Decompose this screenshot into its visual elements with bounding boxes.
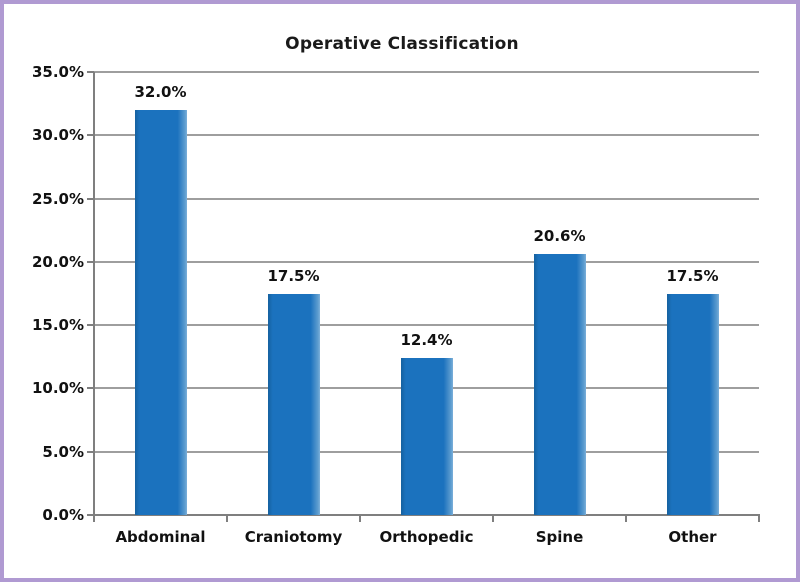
x-axis-tick [625, 515, 627, 522]
y-axis-label: 10.0% [31, 379, 84, 398]
gridline-15 [94, 324, 759, 327]
y-axis-tick [87, 260, 94, 263]
bar-other [666, 293, 719, 515]
x-axis-label: Abdominal [115, 528, 206, 546]
y-axis-label: 35.0% [31, 63, 84, 81]
bar-value-label: 17.5% [267, 266, 320, 285]
bar-orthopedic [400, 358, 453, 515]
x-axis-tick [226, 515, 228, 522]
bar-value-label: 12.4% [400, 331, 453, 350]
y-axis-tick [87, 450, 94, 453]
y-axis-tick [87, 514, 94, 516]
x-axis-label: Spine [535, 528, 584, 546]
x-axis-line [92, 514, 760, 516]
bar-value-label: 32.0% [134, 82, 187, 101]
bar-value-label: 20.6% [533, 227, 586, 246]
x-axis-label: Other [668, 528, 717, 546]
x-axis-label: Craniotomy [244, 528, 343, 546]
y-axis-label: 5.0% [42, 442, 84, 461]
y-axis-tick [87, 71, 94, 73]
x-axis-tick [359, 515, 361, 522]
gridline-20 [94, 260, 759, 263]
y-axis-label: 15.0% [31, 316, 84, 335]
x-axis-tick [492, 515, 494, 522]
gridline-25 [94, 197, 759, 200]
x-axis-tick [93, 515, 95, 522]
bar-value-label: 17.5% [666, 266, 719, 285]
y-axis-tick [87, 387, 94, 390]
y-axis-label: 25.0% [31, 189, 84, 208]
x-axis-tick [758, 515, 760, 522]
y-axis-tick [87, 324, 94, 327]
gridline-35 [94, 71, 759, 73]
y-axis-tick [87, 197, 94, 200]
y-axis-label: 30.0% [31, 126, 84, 145]
x-axis-label: Orthopedic [379, 528, 474, 546]
chart-title: Operative Classification [285, 34, 519, 54]
bar-abdominal [134, 109, 187, 515]
bar-spine [533, 254, 586, 515]
y-axis-tick [87, 134, 94, 137]
y-axis-label: 0.0% [42, 506, 84, 524]
bar-craniotomy [267, 293, 320, 515]
gridline-30 [94, 134, 759, 137]
y-axis-label: 20.0% [31, 252, 84, 271]
plot-area: 0.0% 5.0% 10.0% 15.0% 20.0% 25.0% 30.0% 35.0% 32… [4, 4, 796, 578]
y-axis-line [93, 72, 95, 515]
